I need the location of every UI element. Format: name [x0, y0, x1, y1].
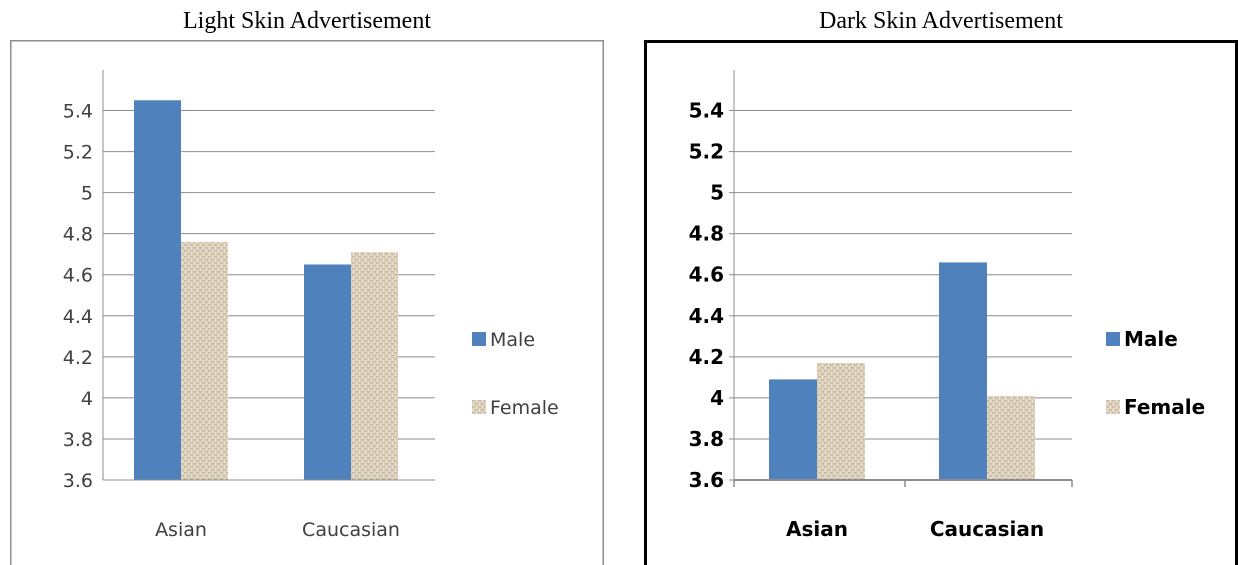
bar-male-asian	[134, 100, 181, 480]
x-category-label: Caucasian	[930, 517, 1044, 541]
y-tick-label: 4	[81, 388, 93, 410]
chart-dark-skin: 3.6 3.8 4 4.2 4.4 4.6 4.8 5 5.2 5.4 Asian Caucasian…	[644, 40, 1238, 565]
bar-male-asian	[769, 379, 817, 480]
legend-label-female: Female	[490, 397, 559, 419]
legend-swatch-female	[1106, 400, 1120, 414]
x-category-label: Asian	[786, 517, 848, 541]
chart-light-skin: 3.6 3.8 4 4.2 4.4 4.6 4.8 5 5.2 5.4 Asian Caucasian…	[10, 40, 604, 565]
y-tick-label: 4	[710, 386, 724, 410]
legend-label-male: Male	[1124, 327, 1178, 351]
x-category-label: Caucasian	[302, 519, 400, 541]
y-tick-label: 4.8	[689, 222, 724, 246]
y-tick-label: 4.6	[63, 265, 93, 287]
y-tick-label: 5.4	[63, 101, 93, 123]
y-tick-label: 3.6	[63, 470, 93, 492]
bar-female-asian	[817, 363, 865, 480]
y-tick-label: 4.4	[63, 306, 93, 328]
y-tick-label: 4.6	[689, 263, 724, 287]
y-tick-label: 5	[710, 181, 724, 205]
x-category-label: Asian	[155, 519, 207, 541]
y-tick-label: 5.4	[689, 99, 724, 123]
chart-title-light-skin: Light Skin Advertisement	[183, 8, 431, 34]
y-tick-label: 3.8	[689, 427, 724, 451]
y-tick-label: 5.2	[689, 140, 724, 164]
bar-female-asian	[181, 241, 228, 480]
bar-female-caucasian	[351, 252, 398, 480]
legend-swatch-male	[1106, 332, 1120, 346]
legend-swatch-male	[472, 332, 486, 346]
y-tick-label: 4.8	[63, 224, 93, 246]
y-tick-label: 3.8	[63, 429, 93, 451]
bar-male-caucasian	[304, 264, 351, 480]
chart-title-dark-skin: Dark Skin Advertisement	[819, 8, 1063, 34]
y-tick-label: 5.2	[63, 142, 93, 164]
bar-female-caucasian	[987, 395, 1035, 480]
y-tick-label: 5	[81, 183, 93, 205]
legend-label-female: Female	[1124, 395, 1205, 419]
y-tick-label: 4.2	[689, 345, 724, 369]
y-tick-label: 3.6	[689, 468, 724, 492]
y-tick-label: 4.4	[689, 304, 724, 328]
y-tick-label: 4.2	[63, 347, 93, 369]
legend-swatch-female	[472, 400, 486, 414]
legend-label-male: Male	[490, 329, 535, 351]
bar-male-caucasian	[939, 262, 987, 480]
